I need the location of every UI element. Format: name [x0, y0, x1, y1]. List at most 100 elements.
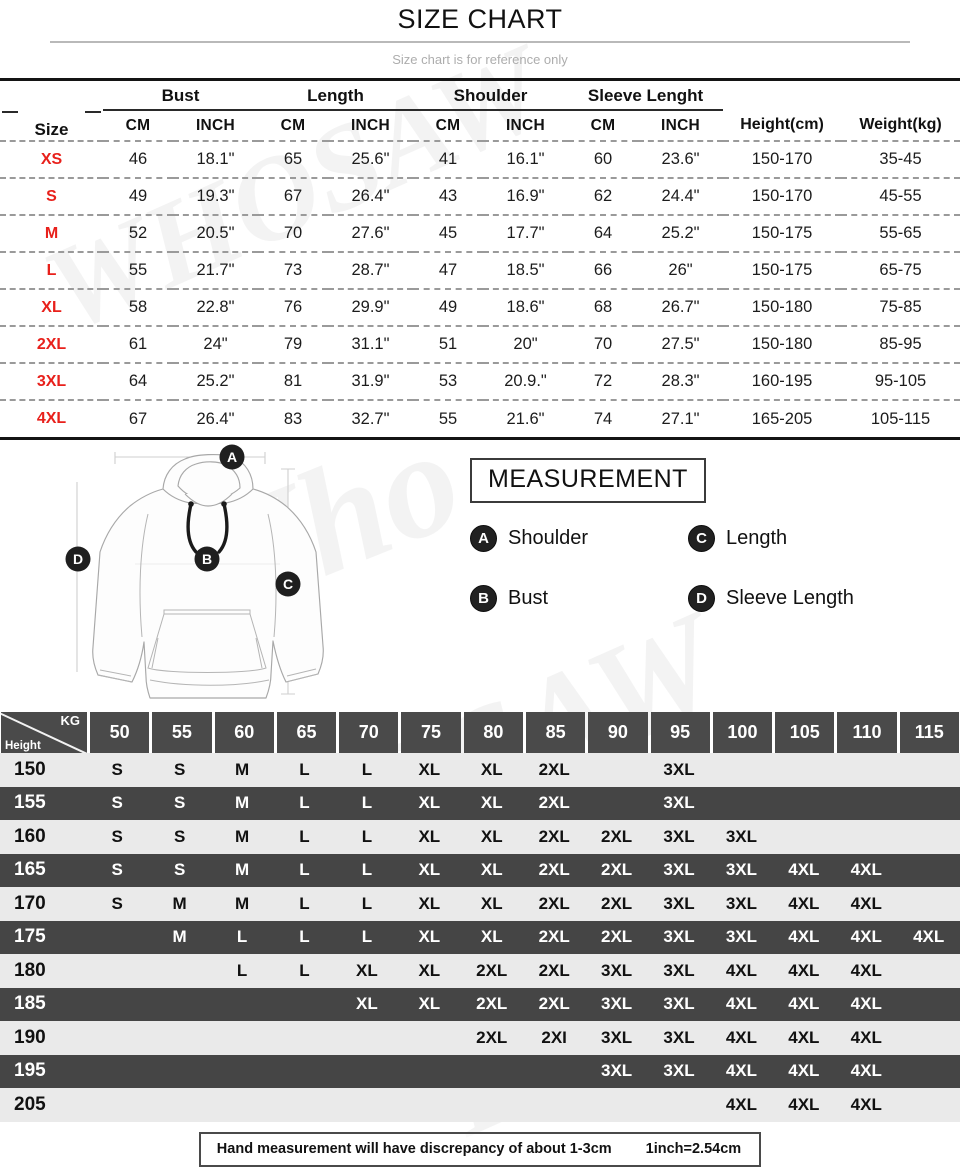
- matrix-size-cell: XL: [418, 759, 441, 779]
- cell-length-cm: 76: [258, 288, 328, 326]
- matrix-size-cell: L: [299, 860, 310, 880]
- matrix-size-cell: XL: [418, 793, 441, 813]
- cell-bust-inch: 22.8": [173, 288, 258, 326]
- matrix-size-cell: 4XL: [788, 1027, 820, 1047]
- matrix-size-cell: XL: [418, 860, 441, 880]
- matrix-body: 150 S S M L L XL XL 2XL 3XL 155 S S M L L XL XL 2XL 3XL 160 S…: [0, 753, 960, 1122]
- table-row: XL 58 22.8" 76 29.9" 49 18.6" 68 26.7" 1…: [0, 288, 960, 326]
- matrix-height-label: 195: [14, 1060, 46, 1082]
- cell-shoulder-cm: 47: [413, 251, 483, 289]
- matrix-weight-header: 55: [152, 712, 212, 753]
- matrix-row: 150 S S M L L XL XL 2XL 3XL: [0, 753, 960, 787]
- group-header-row: Size Bust Length Shoulder: [0, 81, 960, 139]
- unit-shoulder-cm: CM: [435, 116, 461, 134]
- matrix-row: 180 L L XL XL 2XL 2XL 3XL 3XL 4XL 4XL 4XL: [0, 954, 960, 988]
- diagram-marker-d: D: [65, 546, 91, 572]
- matrix-size-cell: 3XL: [663, 994, 695, 1014]
- footer-discrepancy-text: Hand measurement will have discrepancy o…: [216, 1140, 612, 1157]
- size-rule-left: [2, 110, 18, 113]
- cell-size: XL: [0, 288, 103, 326]
- matrix-size-cell: XL: [480, 793, 503, 813]
- legend-label: Length: [726, 527, 788, 549]
- matrix-size-cell: XL: [418, 994, 441, 1014]
- matrix-size-cell: 4XL: [725, 994, 758, 1014]
- matrix-weight-header: 50: [90, 712, 150, 753]
- diagram-marker-c: C: [275, 571, 301, 597]
- matrix-size-cell: 2XL: [600, 826, 633, 846]
- matrix-height-label: 205: [14, 1093, 46, 1115]
- group-label-text: Shoulder: [453, 86, 528, 105]
- matrix-size-cell: L: [361, 860, 373, 880]
- group-header-bust: Bust: [103, 81, 258, 111]
- matrix-weight-header: 85: [525, 712, 586, 753]
- matrix-height-label: 175: [14, 926, 46, 948]
- group-underline: [103, 109, 258, 111]
- matrix-row: 170 S M M L L XL XL 2XL 2XL 3XL 3XL 4XL 4XL: [0, 887, 960, 921]
- unit-sleeve-inch: INCH: [660, 116, 701, 134]
- unit-header-row: CM INCH CM INCH CM INCH CM INCH: [0, 111, 960, 141]
- matrix-size-cell: XL: [356, 994, 378, 1014]
- cell-length-inch: 31.1": [328, 325, 413, 363]
- cell-weight: 35-45: [841, 140, 960, 178]
- table-row: 2XL 61 24" 79 31.1" 51 20" 70 27.5" 150-…: [0, 325, 960, 363]
- matrix-height-label: 185: [14, 993, 46, 1015]
- matrix-size-cell: L: [361, 826, 373, 846]
- cell-bust-cm: 61: [103, 325, 173, 363]
- cell-size: 2XL: [0, 325, 103, 363]
- group-underline: [568, 109, 724, 111]
- matrix-size-cell: M: [172, 893, 187, 913]
- matrix-size-cell: 4XL: [850, 927, 882, 947]
- matrix-size-cell: L: [361, 759, 373, 779]
- table-row: 4XL 67 26.4" 83 32.7" 55 21.6" 74 27.1" …: [0, 399, 960, 437]
- matrix-size-cell: 4XL: [725, 960, 758, 980]
- matrix-size-cell: 3XL: [663, 1027, 695, 1047]
- matrix-size-cell: S: [173, 759, 186, 779]
- matrix-size-cell: L: [236, 960, 248, 980]
- table-row: XS 46 18.1" 65 25.6" 41 16.1" 60 23.6" 1…: [0, 140, 960, 178]
- cell-sleeve-cm: 72: [568, 362, 639, 400]
- unit-length-cm: CM: [280, 116, 306, 134]
- cell-shoulder-cm: 41: [413, 140, 483, 178]
- matrix-weight-header: 75: [401, 712, 461, 753]
- matrix-size-cell: 3XL: [600, 1027, 633, 1047]
- matrix-size-cell: 4XL: [850, 960, 882, 980]
- matrix-size-cell: 4XL: [850, 1027, 882, 1047]
- matrix-size-cell: 4XL: [850, 1061, 882, 1081]
- matrix-size-cell: XL: [418, 826, 441, 846]
- matrix-size-cell: 4XL: [788, 960, 820, 980]
- matrix-size-cell: XL: [480, 893, 503, 913]
- table-row: L 55 21.7" 73 28.7" 47 18.5" 66 26" 150-…: [0, 251, 960, 289]
- matrix-size-cell: 3XL: [600, 1061, 633, 1081]
- cell-sleeve-inch: 23.6": [638, 140, 724, 178]
- matrix-size-cell: M: [234, 759, 250, 779]
- diagram-marker-a: A: [219, 444, 245, 470]
- matrix-size-cell: 2XL: [476, 994, 508, 1014]
- matrix-size-cell: 2XL: [538, 960, 570, 980]
- matrix-row: 175 M L L L XL XL 2XL 2XL 3XL 3XL 4XL 4XL 4XL: [0, 920, 960, 954]
- matrix-size-cell: 3XL: [600, 994, 633, 1014]
- matrix-size-cell: XL: [418, 893, 441, 913]
- matrix-row: 185 XL XL 2XL 2XL 3XL 3XL 4XL 4XL 4XL: [0, 987, 960, 1021]
- cell-weight: 95-105: [841, 362, 960, 400]
- matrix-size-cell: S: [111, 826, 123, 846]
- cell-length-inch: 25.6": [328, 140, 413, 178]
- footer-box: Hand measurement will have discrepancy o…: [198, 1131, 762, 1167]
- matrix-size-cell: M: [234, 793, 250, 813]
- cell-sleeve-inch: 27.1": [638, 399, 724, 437]
- unit-length-inch: INCH: [350, 116, 391, 134]
- matrix-size-cell: 4XL: [850, 1094, 882, 1114]
- matrix-size-cell: 4XL: [788, 1061, 820, 1081]
- matrix-size-cell: S: [111, 860, 123, 880]
- svg-text:D: D: [73, 551, 83, 567]
- matrix-size-cell: 2XL: [600, 927, 633, 947]
- legend-item-sleeve-length: D Sleeve Length: [688, 585, 940, 612]
- matrix-height-label: 165: [14, 859, 46, 881]
- matrix-size-cell: 4XL: [913, 927, 945, 947]
- matrix-size-cell: XL: [356, 960, 378, 980]
- matrix-corner-cell: KG Height: [1, 712, 87, 753]
- cell-size: S: [0, 177, 103, 215]
- size-table: Size Bust Length Shoulder: [0, 78, 960, 440]
- cell-shoulder-inch: 17.7": [483, 214, 569, 252]
- matrix-size-cell: S: [111, 759, 123, 779]
